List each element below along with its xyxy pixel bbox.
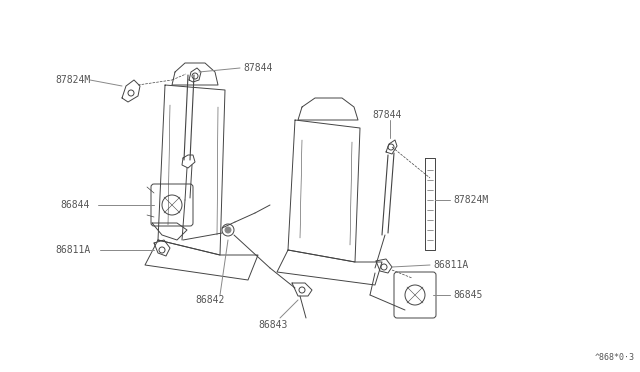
Text: 87844: 87844 — [243, 63, 273, 73]
Text: 86811A: 86811A — [433, 260, 468, 270]
Text: 87824M: 87824M — [453, 195, 488, 205]
Text: 87844: 87844 — [372, 110, 401, 120]
Text: 86842: 86842 — [195, 295, 225, 305]
Text: 86844: 86844 — [60, 200, 90, 210]
Circle shape — [225, 227, 231, 233]
Text: 86843: 86843 — [258, 320, 287, 330]
Text: 86845: 86845 — [453, 290, 483, 300]
Text: 87824M: 87824M — [55, 75, 90, 85]
Text: ^868*0·3: ^868*0·3 — [595, 353, 635, 362]
Text: 86811A: 86811A — [55, 245, 90, 255]
